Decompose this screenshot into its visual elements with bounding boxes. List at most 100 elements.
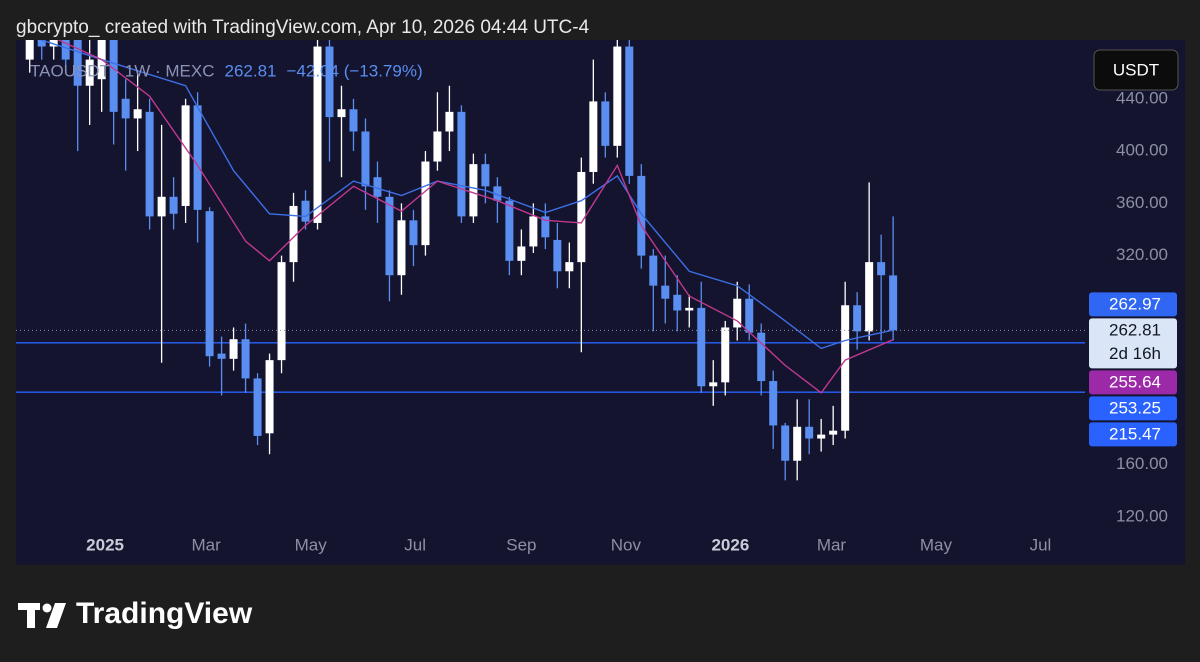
x-tick-label: Nov	[611, 535, 642, 554]
currency-button[interactable]	[1093, 49, 1179, 91]
candle-body	[337, 109, 346, 118]
candle-body	[397, 220, 406, 276]
candle-body	[217, 353, 226, 359]
candle-body	[817, 434, 826, 439]
x-tick-label: May	[295, 535, 328, 554]
caption: gbcrypto_ created with TradingView.com, …	[16, 17, 590, 38]
candle-body	[673, 294, 682, 311]
candle-body	[37, 40, 46, 47]
candle-body	[601, 101, 610, 146]
price-label-box	[1089, 292, 1177, 317]
candle-body	[349, 109, 358, 132]
candle-body	[721, 327, 730, 383]
candle-body	[109, 40, 118, 112]
candle-body	[637, 175, 646, 256]
candle-body	[841, 305, 850, 431]
x-tick-label: 2025	[86, 535, 124, 554]
candle-body	[565, 262, 574, 272]
candle-body	[865, 262, 874, 332]
candle-body	[253, 378, 262, 436]
candle-body	[781, 425, 790, 461]
y-tick-label: 160.00	[1116, 454, 1168, 473]
candle-body	[145, 111, 154, 217]
candle-body	[361, 131, 370, 187]
candle-body	[517, 246, 526, 261]
x-tick-label: Mar	[192, 535, 222, 554]
chart-panel	[16, 40, 1185, 565]
candle-body	[457, 111, 466, 217]
y-tick-label: 120.00	[1116, 506, 1168, 525]
candle-body	[181, 105, 190, 206]
candle-body	[745, 298, 754, 333]
x-tick-label: 2026	[711, 535, 749, 554]
candle-body	[289, 205, 298, 263]
logo-part	[42, 603, 52, 613]
candle-body	[409, 220, 418, 246]
currency-label: USDT	[1113, 60, 1159, 79]
price-label-box	[1089, 396, 1177, 421]
price-label: 253.25	[1109, 398, 1161, 417]
candle-body	[697, 307, 706, 387]
candle-body	[265, 360, 274, 434]
price-label-box	[1089, 318, 1177, 369]
candle-body	[853, 305, 862, 332]
x-tick-label: Mar	[817, 535, 847, 554]
candle-body	[193, 105, 202, 210]
candle-body	[625, 46, 634, 176]
price-change: −42.04 (−13.79%)	[287, 61, 423, 80]
logo-part	[46, 603, 66, 628]
candle-body	[481, 164, 490, 187]
price-label: 215.47	[1109, 424, 1161, 443]
x-tick-label: Sep	[506, 535, 536, 554]
overlay: 262.97 262.81 2d 16h 255.64 253.25 215.47 TAOU…	[30, 61, 1177, 447]
candle-body	[385, 196, 394, 276]
countdown: 2d 16h	[1109, 344, 1161, 363]
candle-body	[661, 285, 670, 299]
candle-body	[529, 216, 538, 247]
x-tick-label: Jul	[404, 535, 426, 554]
y-tick-label: 320.00	[1116, 245, 1168, 264]
candle-body	[169, 196, 178, 214]
candle-body	[133, 109, 142, 119]
price-label: 262.97	[1109, 294, 1161, 313]
candle-body	[733, 298, 742, 328]
candle-body	[73, 40, 82, 86]
ma-line	[56, 40, 894, 394]
candle-body	[301, 200, 310, 222]
candle-body	[709, 382, 718, 387]
y-tick-label: 440.00	[1116, 88, 1168, 107]
candle-body	[805, 426, 814, 439]
candle-body	[469, 164, 478, 217]
candle-body	[505, 200, 514, 261]
x-tick-label: May	[920, 535, 953, 554]
price-label-box	[1089, 370, 1177, 395]
candle-body	[85, 59, 94, 86]
candle-body	[445, 111, 454, 132]
candle-body	[157, 196, 166, 217]
candle-body	[277, 262, 286, 361]
candle-body	[589, 101, 598, 172]
candle-body	[25, 40, 34, 60]
candle-body	[313, 46, 322, 223]
candle-body	[205, 211, 214, 357]
candle-body	[769, 381, 778, 426]
plot-area	[16, 40, 1085, 481]
candle-body	[493, 186, 502, 201]
brand-name: TradingView	[76, 597, 253, 630]
y-tick-label: 360.00	[1116, 193, 1168, 212]
candle-body	[325, 46, 334, 118]
candle-body	[649, 255, 658, 286]
candle-body	[121, 98, 130, 119]
candle-body	[421, 161, 430, 246]
candle-body	[241, 339, 250, 379]
candle-body	[685, 307, 694, 311]
last-price: 262.81	[225, 61, 277, 80]
candle-body	[577, 171, 586, 263]
candle-body	[757, 332, 766, 382]
price-label: 262.81	[1109, 320, 1161, 339]
candle-body	[613, 46, 622, 146]
candle-body	[229, 339, 238, 359]
logo-part	[27, 603, 35, 628]
